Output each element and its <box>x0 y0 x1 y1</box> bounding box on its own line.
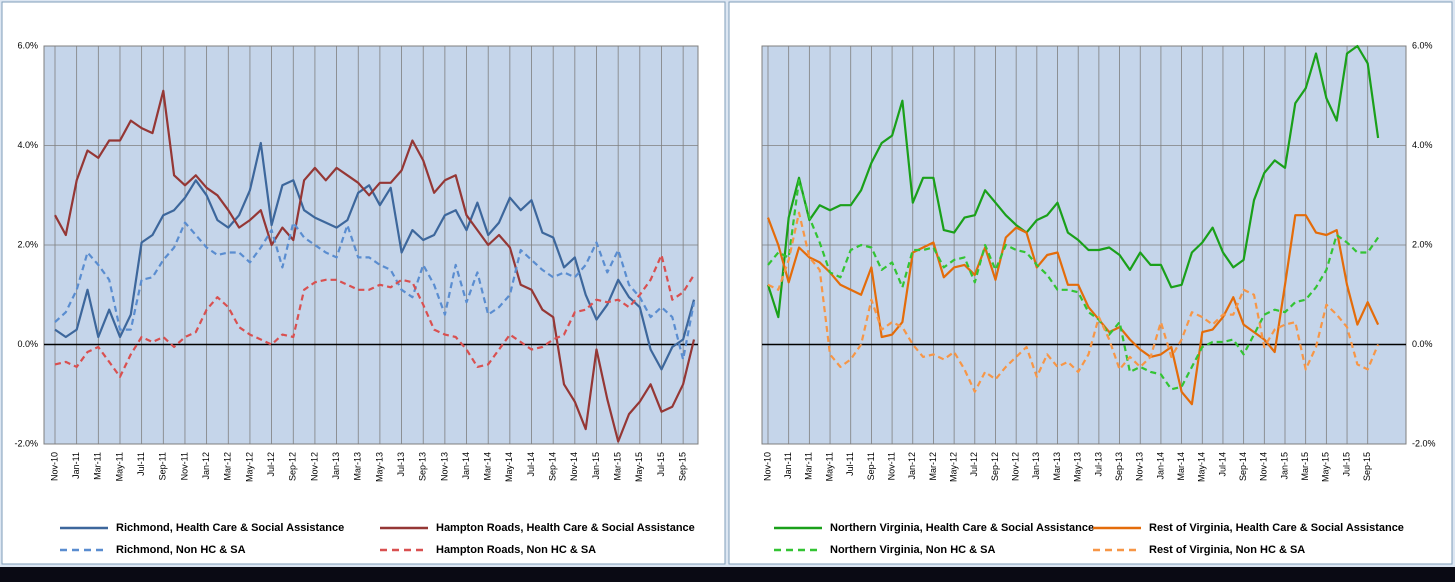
y-tick-label: 6.0% <box>1412 40 1433 50</box>
legend-label: Hampton Roads, Non HC & SA <box>436 544 596 556</box>
x-tick-label: Nov-10 <box>49 452 59 481</box>
x-tick-label: Sep-15 <box>678 452 688 481</box>
x-tick-label: Jul-14 <box>1217 452 1227 477</box>
x-tick-label: Jan-13 <box>331 452 341 480</box>
x-tick-label: Mar-11 <box>804 452 814 480</box>
legend-label: Northern Virginia, Health Care & Social … <box>830 522 1094 534</box>
x-tick-label: Sep-11 <box>158 452 168 480</box>
x-tick-label: Nov-11 <box>179 452 189 480</box>
legend-label: Hampton Roads, Health Care & Social Assi… <box>436 522 695 534</box>
x-tick-label: Sep-14 <box>1238 452 1248 481</box>
x-tick-label: May-13 <box>1073 452 1083 482</box>
x-tick-label: Mar-13 <box>1052 452 1062 481</box>
x-tick-label: Jan-12 <box>201 452 211 480</box>
y-tick-label: 6.0% <box>17 40 38 50</box>
x-tick-label: Sep-12 <box>990 452 1000 481</box>
legend-label: Rest of Virginia, Non HC & SA <box>1149 544 1305 556</box>
x-tick-label: Sep-13 <box>418 452 428 481</box>
x-tick-label: Mar-14 <box>1176 452 1186 481</box>
x-tick-label: Jul-15 <box>1341 452 1351 477</box>
x-tick-label: May-15 <box>634 452 644 482</box>
x-tick-label: Nov-12 <box>309 452 319 481</box>
x-tick-label: Mar-12 <box>928 452 938 481</box>
x-tick-label: Nov-14 <box>569 452 579 481</box>
x-tick-label: May-14 <box>504 452 514 482</box>
series-line <box>766 214 1380 406</box>
y-tick-label: 2.0% <box>17 239 38 249</box>
x-tick-label: Mar-15 <box>1300 452 1310 481</box>
x-tick-label: May-12 <box>948 452 958 482</box>
series-line <box>54 141 696 371</box>
x-tick-label: Mar-12 <box>223 452 233 481</box>
legend-label: Rest of Virginia, Health Care & Social A… <box>1149 522 1404 534</box>
x-tick-label: Mar-15 <box>613 452 623 481</box>
x-tick-label: May-12 <box>244 452 254 482</box>
x-tick-label: Jul-13 <box>1093 452 1103 477</box>
series-line <box>766 44 1380 319</box>
x-tick-label: Jan-14 <box>1155 452 1165 480</box>
x-tick-label: Nov-11 <box>886 452 896 480</box>
y-tick-label: 0.0% <box>1412 339 1433 349</box>
x-tick-label: Nov-14 <box>1259 452 1269 481</box>
y-tick-label: 4.0% <box>17 140 38 150</box>
x-tick-label: Jul-13 <box>396 452 406 477</box>
x-tick-label: May-15 <box>1321 452 1331 482</box>
x-tick-label: May-14 <box>1197 452 1207 482</box>
x-tick-label: Jan-11 <box>71 452 81 479</box>
x-tick-label: Jan-11 <box>783 452 793 479</box>
y-tick-label: 0.0% <box>17 339 38 349</box>
x-tick-label: Jul-11 <box>845 452 855 476</box>
legend-label: Richmond, Non HC & SA <box>116 544 246 556</box>
series-line <box>767 211 1380 393</box>
x-tick-label: Mar-11 <box>93 452 103 480</box>
x-tick-label: Sep-14 <box>548 452 558 481</box>
x-tick-label: Sep-12 <box>288 452 298 481</box>
x-tick-label: May-11 <box>114 452 124 481</box>
x-tick-label: Jan-15 <box>1279 452 1289 480</box>
x-tick-label: Jan-12 <box>907 452 917 480</box>
x-tick-label: Nov-10 <box>762 452 772 481</box>
x-tick-label: Jul-14 <box>526 452 536 477</box>
legend-label: Richmond, Health Care & Social Assistanc… <box>116 522 344 534</box>
x-tick-label: Jul-12 <box>266 452 276 477</box>
x-tick-label: Jul-15 <box>656 452 666 477</box>
x-tick-label: Jan-14 <box>461 452 471 480</box>
x-tick-label: Jul-11 <box>136 452 146 476</box>
y-tick-label: 4.0% <box>1412 140 1433 150</box>
x-tick-label: Sep-15 <box>1362 452 1372 481</box>
x-tick-label: May-13 <box>374 452 384 482</box>
x-tick-label: Jan-15 <box>591 452 601 480</box>
y-tick-label: 2.0% <box>1412 239 1433 249</box>
y-tick-label: -2.0% <box>14 438 38 448</box>
bottom-bar <box>0 567 1455 582</box>
x-tick-label: Mar-14 <box>483 452 493 481</box>
series-line <box>54 89 696 443</box>
series-line <box>54 221 696 361</box>
x-tick-label: Nov-12 <box>1011 452 1021 481</box>
y-tick-label: -2.0% <box>1412 438 1436 448</box>
x-tick-label: Nov-13 <box>439 452 449 481</box>
x-tick-label: May-11 <box>824 452 834 481</box>
series-line <box>767 179 1380 391</box>
x-tick-label: Jul-12 <box>969 452 979 477</box>
x-tick-label: Mar-13 <box>353 452 363 481</box>
x-tick-label: Sep-11 <box>866 452 876 480</box>
legend-label: Northern Virginia, Non HC & SA <box>830 544 995 556</box>
x-tick-label: Sep-13 <box>1114 452 1124 481</box>
x-tick-label: Nov-13 <box>1135 452 1145 481</box>
x-tick-label: Jan-13 <box>1031 452 1041 480</box>
